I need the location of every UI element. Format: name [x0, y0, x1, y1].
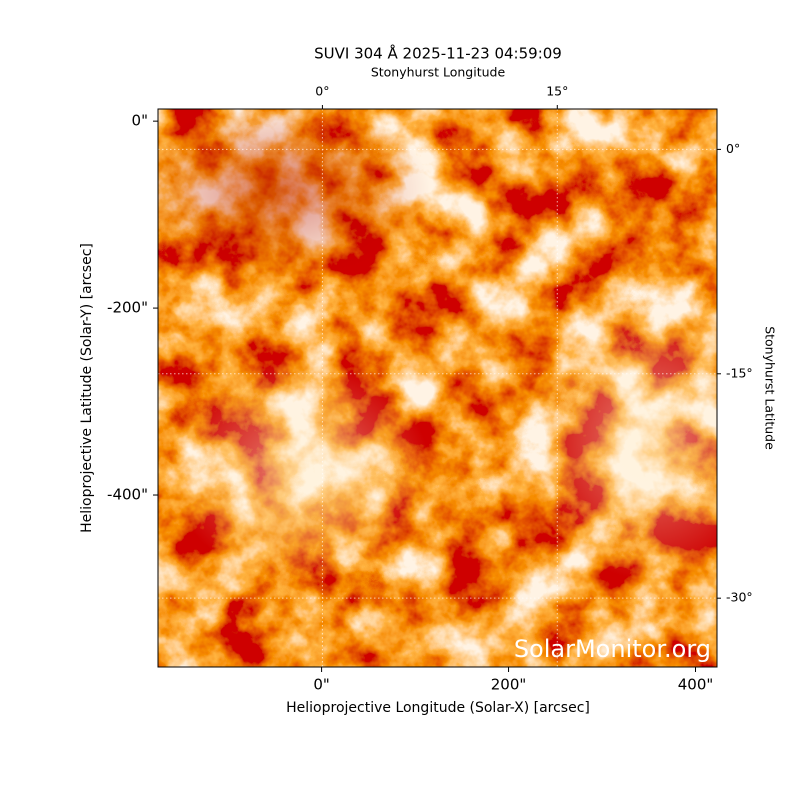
y-tick-label: 0" — [132, 112, 148, 130]
x-axis-label: Helioprojective Longitude (Solar-X) [arc… — [286, 700, 590, 716]
y2-tick-label: -30° — [726, 590, 753, 605]
x2-axis-label: Stonyhurst Longitude — [371, 65, 506, 80]
y2-axis-label: Stonyhurst Latitude — [763, 326, 778, 450]
x-tick-label: 200" — [491, 676, 527, 694]
bright-region — [530, 300, 717, 580]
watermark: SolarMonitor.org — [514, 635, 711, 663]
x2-tick-label: 0° — [315, 84, 329, 99]
x2-tick-label: 15° — [546, 84, 568, 99]
x-tick-label: 0" — [313, 676, 329, 694]
y-axis-label: Helioprojective Latitude (Solar-Y) [arcs… — [79, 243, 95, 533]
y2-tick-label: 0° — [726, 141, 740, 156]
plot-frame — [157, 108, 718, 668]
y-tick-label: -200" — [107, 299, 148, 317]
x-tick-label: 400" — [678, 676, 714, 694]
chart-title: SUVI 304 Å 2025-11-23 04:59:09 — [314, 44, 562, 63]
y2-tick-label: -15° — [726, 365, 753, 380]
y-tick-label: -400" — [107, 486, 148, 504]
dark-region — [158, 109, 430, 280]
solar-image — [158, 109, 717, 667]
bright-region — [170, 360, 430, 580]
grid — [158, 109, 717, 667]
